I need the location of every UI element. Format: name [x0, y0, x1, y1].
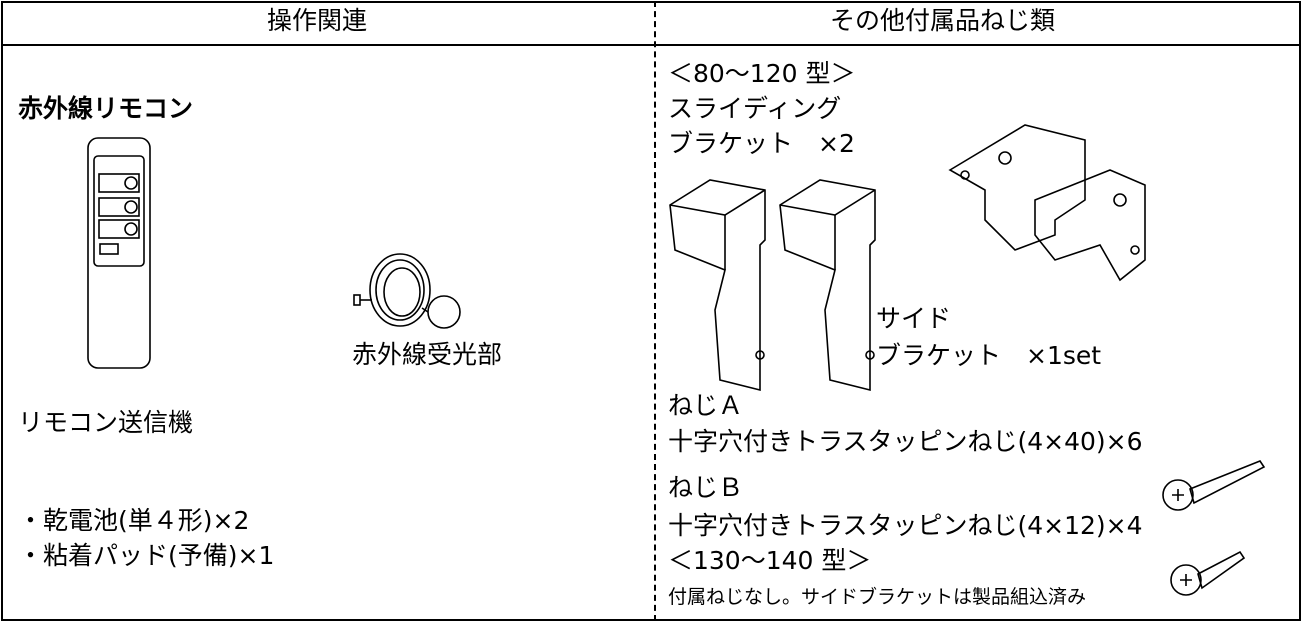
- accessory-item: ・粘着パッド(予備)×1: [18, 541, 275, 570]
- screw-name: ねじＡ: [668, 391, 744, 420]
- sliding-bracket-label: スライディング: [668, 94, 842, 123]
- size-range: ＜80〜120 型＞: [668, 59, 856, 88]
- screw-a-illustration: [1162, 460, 1266, 511]
- screw-description: 十字穴付きトラスタッピンねじ(4×40)×6: [668, 427, 1143, 456]
- header-left: 操作関連: [267, 6, 368, 35]
- note: 付属ねじなし。サイドブラケットは製品組込済み: [668, 586, 1087, 608]
- sliding-bracket-illustration: [669, 179, 876, 392]
- side-bracket-label: ブラケット ×1set: [876, 341, 1102, 370]
- remote-label: リモコン送信機: [18, 408, 194, 437]
- header-rule: [1, 44, 1301, 46]
- size-range: ＜130〜140 型＞: [668, 546, 872, 575]
- header-right: その他付属品ねじ類: [830, 6, 1056, 35]
- side-bracket-label: サイド: [876, 304, 952, 333]
- remote-title: 赤外線リモコン: [18, 94, 194, 123]
- sliding-bracket-label: ブラケット ×2: [668, 129, 855, 158]
- receiver-illustration: [353, 253, 461, 329]
- screw-description: 十字穴付きトラスタッピンねじ(4×12)×4: [668, 511, 1143, 540]
- side-bracket-illustration: [948, 124, 1146, 282]
- column-divider: [654, 1, 656, 621]
- table-border: [1, 1, 1301, 621]
- remote-illustration: [87, 137, 151, 369]
- accessory-item: ・乾電池(単４形)×2: [18, 506, 250, 535]
- screw-name: ねじＢ: [668, 473, 744, 502]
- receiver-label: 赤外線受光部: [352, 340, 503, 369]
- screw-b-illustration: [1170, 550, 1246, 596]
